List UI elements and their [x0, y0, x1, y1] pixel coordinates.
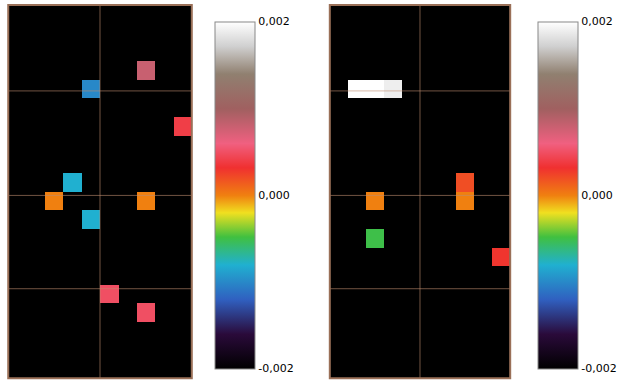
svg-text:0,000: 0,000: [581, 189, 613, 202]
svg-text:-0,002: -0,002: [581, 362, 616, 375]
svg-text:0,000: 0,000: [258, 189, 290, 202]
svg-text:0,002: 0,002: [581, 15, 613, 28]
svg-text:0,002: 0,002: [258, 15, 290, 28]
svg-text:-0,002: -0,002: [258, 362, 293, 375]
